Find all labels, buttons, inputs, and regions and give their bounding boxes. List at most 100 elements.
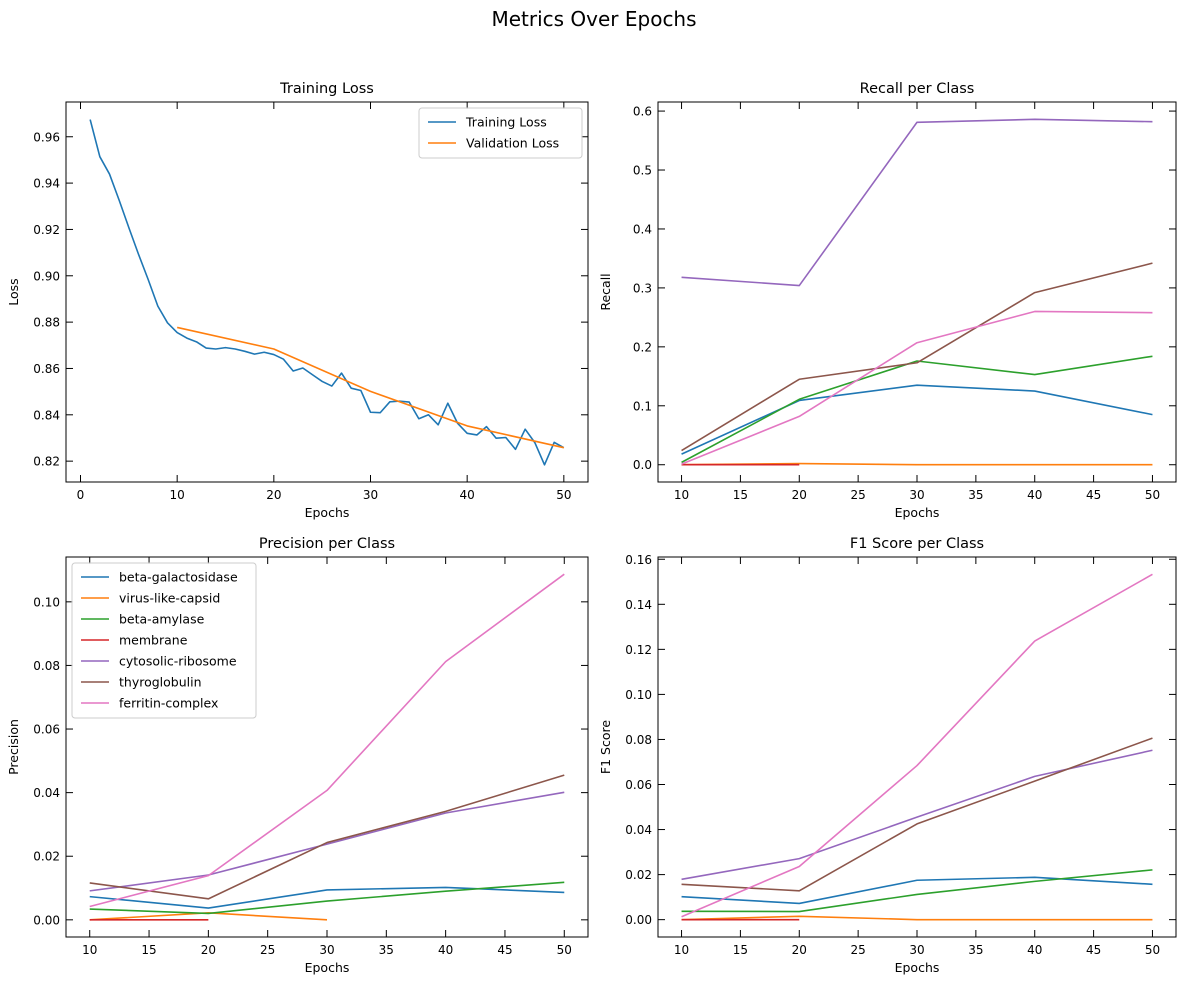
x-tick-label: 50	[1145, 943, 1160, 957]
x-tick-label: 40	[438, 943, 453, 957]
axes-container: 0 10 20 30 40 50 0.82 0.84 0.86 0.88 0.90 0.92 0.94 0…	[6, 81, 1177, 975]
y-tick-label: 0.1	[633, 399, 652, 413]
x-tick-label: 35	[379, 943, 394, 957]
x-tick-label: 35	[968, 488, 983, 502]
series-line-beta-galactosidase	[89, 886, 565, 909]
x-tick-label: 25	[260, 943, 275, 957]
legend: beta-galactosidase virus-like-capsid beta-…	[71, 562, 257, 719]
x-tick-label: 35	[968, 943, 983, 957]
axes-title: F1 Score per Class	[850, 536, 984, 552]
x-tick-label: 10	[170, 488, 185, 502]
x-tick-label: 15	[141, 943, 156, 957]
axes-title: Precision per Class	[259, 536, 395, 552]
series-line-virus-like-capsid	[681, 915, 1153, 921]
series-line-beta-galactosidase	[681, 876, 1153, 905]
series-line-validation-loss	[176, 326, 565, 449]
y-tick-label: 0.84	[33, 408, 60, 422]
y-tick-label: 0.16	[625, 553, 652, 567]
y-tick-label: 0.08	[625, 733, 652, 747]
y-tick-label: 0.94	[33, 177, 60, 191]
x-tick-label: 40	[1027, 943, 1042, 957]
legend-entry-label: Validation Loss	[466, 136, 559, 151]
legend-entry-label: ferritin-complex	[119, 696, 218, 711]
y-axis-label: Loss	[6, 278, 21, 305]
legend-entry-label: Training Loss	[465, 115, 547, 130]
x-tick-label: 20	[792, 488, 807, 502]
y-tick-label: 0.00	[33, 913, 60, 927]
y-tick-label: 0.02	[625, 868, 652, 882]
legend-entry-label: beta-amylase	[119, 612, 205, 627]
y-tick-label: 0.96	[33, 130, 60, 144]
x-tick-label: 45	[1086, 488, 1101, 502]
series-line-cytosolic-ribosome	[681, 118, 1153, 287]
y-tick-label: 0.4	[633, 222, 652, 236]
axes-precision: 10 15 20 25 30 35 40 45 50 0.00 0.02 0.04 0.06 0.08 0.…	[6, 536, 589, 975]
legend-entry-label: membrane	[119, 633, 188, 648]
y-axis-label: Recall	[598, 273, 613, 310]
x-tick-label: 50	[1145, 488, 1160, 502]
axes-frame	[65, 101, 589, 483]
x-tick-label: 20	[201, 943, 216, 957]
legend-box	[418, 107, 583, 159]
axes-title: Recall per Class	[860, 81, 975, 97]
x-axis-label: Epochs	[895, 505, 940, 520]
x-tick-label: 45	[1086, 943, 1101, 957]
x-tick-label: 30	[909, 488, 924, 502]
x-tick-label: 50	[557, 943, 572, 957]
x-axis-label: Epochs	[305, 505, 350, 520]
y-tick-label: 0.10	[625, 688, 652, 702]
x-tick-label: 50	[556, 488, 571, 502]
x-tick-label: 30	[909, 943, 924, 957]
y-tick-label: 0.82	[33, 455, 60, 469]
figure-suptitle: Metrics Over Epochs	[491, 7, 696, 31]
y-tick-label: 0.0	[633, 458, 652, 472]
axes-frame	[657, 101, 1177, 483]
series-line-beta-amylase	[681, 869, 1153, 913]
y-tick-label: 0.00	[625, 913, 652, 927]
axes-title: Training Loss	[279, 81, 374, 97]
y-tick-label: 0.04	[625, 823, 652, 837]
axes-recall: 10 15 20 25 30 35 40 45 50 0.0 0.1 0.2 0.3 0.4 0.5 0.6 R…	[598, 81, 1177, 520]
y-axis-label: F1 Score	[598, 720, 613, 774]
y-tick-label: 0.2	[633, 340, 652, 354]
legend-entry-label: beta-galactosidase	[119, 570, 238, 585]
y-tick-label: 0.92	[33, 223, 60, 237]
legend-entry-label: thyroglobulin	[119, 675, 202, 690]
x-tick-label: 25	[850, 488, 865, 502]
y-tick-label: 0.12	[625, 643, 652, 657]
axes-f1: 10 15 20 25 30 35 40 45 50 0.00 0.02 0.04 0.06 0.08 0.…	[598, 536, 1177, 975]
y-tick-label: 0.08	[33, 659, 60, 673]
legend-entry-label: virus-like-capsid	[119, 591, 220, 606]
x-tick-label: 20	[792, 943, 807, 957]
series-line-ferritin-complex	[681, 310, 1153, 465]
y-tick-label: 0.04	[33, 786, 60, 800]
x-tick-label: 40	[460, 488, 475, 502]
series-line-training-loss	[89, 119, 565, 466]
series-line-ferritin-complex	[681, 573, 1153, 918]
series-line-beta-amylase	[681, 355, 1153, 464]
series-line-thyroglobulin	[681, 737, 1153, 892]
y-tick-label: 0.6	[633, 105, 652, 119]
x-tick-label: 15	[733, 943, 748, 957]
x-tick-label: 0	[77, 488, 85, 502]
x-tick-label: 10	[82, 943, 97, 957]
y-tick-label: 0.06	[625, 778, 652, 792]
x-tick-label: 45	[497, 943, 512, 957]
series-line-cytosolic-ribosome	[89, 791, 565, 892]
series-line-cytosolic-ribosome	[681, 749, 1153, 881]
y-tick-label: 0.90	[33, 269, 60, 283]
series-line-thyroglobulin	[89, 774, 565, 900]
y-tick-label: 0.02	[33, 850, 60, 864]
legend-entry-label: cytosolic-ribosome	[119, 654, 237, 669]
x-axis-label: Epochs	[305, 960, 350, 975]
x-tick-label: 30	[363, 488, 378, 502]
series-line-beta-amylase	[89, 881, 565, 915]
x-tick-label: 25	[850, 943, 865, 957]
y-tick-label: 0.14	[625, 598, 652, 612]
y-tick-label: 0.06	[33, 723, 60, 737]
y-tick-label: 0.10	[33, 595, 60, 609]
legend-box	[71, 562, 257, 719]
x-tick-label: 20	[266, 488, 281, 502]
series-line-thyroglobulin	[681, 262, 1153, 452]
x-tick-label: 10	[674, 488, 689, 502]
